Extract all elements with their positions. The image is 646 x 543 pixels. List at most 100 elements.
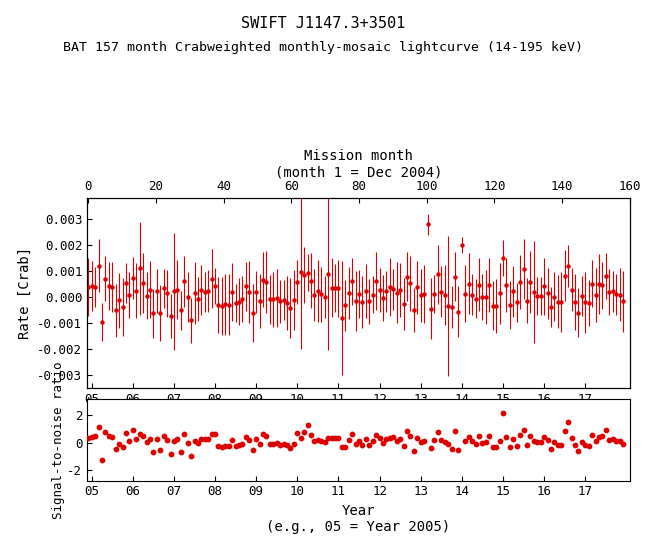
Point	[302, 420, 313, 429]
Point	[350, 440, 360, 449]
Point	[169, 437, 179, 446]
Point	[364, 441, 375, 450]
X-axis label: Mission month
(month 1 = Dec 2004): Mission month (month 1 = Dec 2004)	[275, 149, 443, 179]
Point	[422, 343, 433, 352]
Point	[148, 447, 158, 456]
Point	[430, 436, 440, 445]
Point	[405, 431, 415, 440]
Point	[326, 434, 337, 443]
Text: SWIFT J1147.3+3501: SWIFT J1147.3+3501	[241, 16, 405, 31]
Point	[193, 439, 203, 448]
Point	[446, 445, 457, 453]
Point	[347, 429, 357, 438]
Point	[333, 434, 344, 443]
Point	[189, 437, 200, 445]
Point	[391, 436, 402, 445]
Point	[323, 434, 333, 443]
Point	[152, 434, 162, 443]
Point	[271, 439, 282, 447]
Point	[251, 435, 262, 444]
Point	[532, 437, 543, 446]
Point	[546, 445, 556, 454]
Point	[399, 441, 409, 450]
Point	[200, 435, 210, 444]
Point	[354, 436, 364, 445]
Point	[371, 431, 381, 439]
Point	[94, 422, 104, 431]
Point	[601, 426, 611, 434]
Point	[604, 435, 614, 444]
Point	[87, 432, 97, 441]
Point	[583, 441, 594, 450]
Point	[134, 430, 145, 439]
Point	[165, 450, 176, 458]
Point	[265, 439, 275, 448]
Point	[419, 437, 430, 446]
Point	[344, 436, 354, 445]
Point	[158, 432, 169, 441]
Point	[309, 437, 320, 446]
Point	[213, 442, 224, 451]
Point	[607, 434, 618, 443]
Point	[426, 444, 436, 452]
Point	[203, 434, 213, 443]
X-axis label: Year
(e.g., 05 = Year 2005): Year (e.g., 05 = Year 2005)	[266, 504, 451, 534]
Point	[145, 434, 155, 443]
Point	[519, 426, 529, 434]
Point	[138, 432, 148, 440]
Point	[505, 443, 515, 452]
Point	[210, 430, 220, 439]
Point	[512, 442, 522, 451]
Point	[255, 440, 265, 449]
Point	[488, 443, 498, 452]
Point	[536, 438, 546, 446]
Point	[299, 427, 309, 436]
Point	[491, 443, 501, 451]
Point	[457, 348, 467, 356]
Point	[522, 440, 532, 449]
Point	[436, 435, 446, 444]
Point	[186, 452, 196, 461]
Point	[124, 437, 134, 446]
Point	[556, 440, 567, 449]
Point	[409, 446, 419, 455]
Point	[110, 445, 121, 453]
Point	[121, 428, 131, 437]
Point	[90, 431, 100, 440]
Point	[196, 434, 207, 443]
Point	[220, 441, 231, 450]
Point	[580, 440, 590, 449]
Point	[508, 435, 519, 444]
Point	[385, 433, 395, 442]
Point	[611, 437, 621, 445]
Point	[484, 432, 494, 441]
Point	[231, 442, 241, 451]
Point	[402, 427, 412, 435]
Point	[618, 440, 628, 449]
Point	[234, 441, 244, 450]
Point	[577, 438, 587, 446]
Point	[207, 430, 217, 438]
Point	[247, 446, 258, 454]
Point	[262, 432, 272, 440]
Point	[573, 447, 583, 456]
Point	[131, 435, 141, 444]
Point	[587, 431, 598, 439]
Point	[103, 432, 114, 440]
Y-axis label: Rate [Crab]: Rate [Crab]	[18, 247, 32, 339]
Point	[268, 439, 278, 448]
Point	[543, 436, 553, 445]
Point	[433, 427, 443, 436]
Point	[515, 431, 525, 439]
Point	[320, 438, 330, 447]
Point	[179, 430, 189, 438]
Point	[337, 443, 347, 452]
Point	[97, 456, 107, 464]
Point	[176, 447, 186, 456]
Point	[182, 438, 193, 447]
Point	[570, 441, 580, 450]
Point	[439, 437, 450, 446]
Point	[244, 436, 255, 445]
Point	[224, 441, 234, 450]
Point	[481, 438, 491, 447]
